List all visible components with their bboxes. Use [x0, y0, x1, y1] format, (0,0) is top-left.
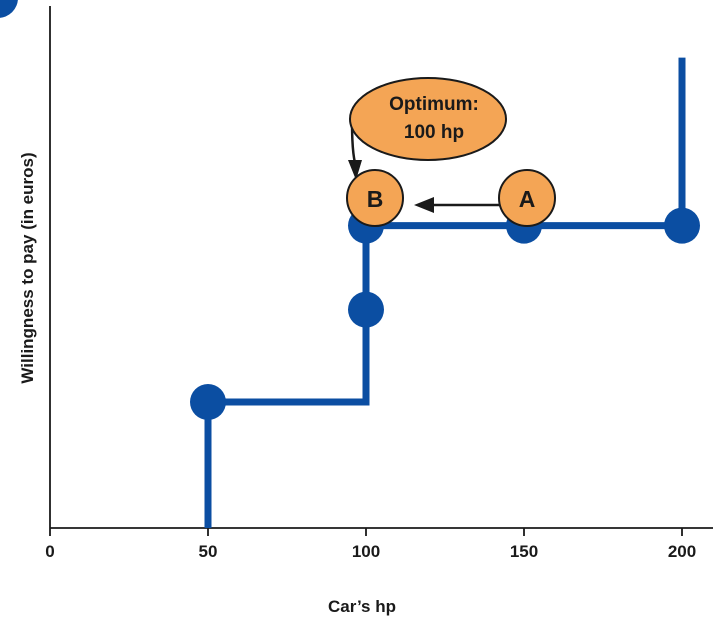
- data-markers: [190, 207, 700, 420]
- arrow-a-to-b-head: [414, 197, 434, 213]
- point-b-shape: [346, 169, 404, 227]
- x-tick-label: 150: [510, 542, 538, 561]
- x-axis-label: Car’s hp: [328, 597, 396, 616]
- optimum-line2: 100 hp: [404, 122, 464, 143]
- point-a-bubble: A: [498, 169, 556, 227]
- point-b-bubble: B: [346, 169, 404, 227]
- corner-badge: [0, 0, 18, 18]
- point-b-label: B: [367, 186, 384, 212]
- data-point-marker: [348, 291, 384, 328]
- optimum-bubble: Optimum: 100 hp: [349, 77, 507, 161]
- x-ticks: 0 50 100 150 200: [45, 528, 696, 561]
- optimum-line1: Optimum:: [389, 94, 479, 115]
- x-tick-label: 50: [199, 542, 218, 561]
- point-a-label: A: [519, 186, 536, 212]
- x-tick-label: 0: [45, 542, 54, 561]
- y-axis-label: Willingness to pay (in euros): [18, 152, 37, 383]
- x-tick-label: 100: [352, 542, 380, 561]
- point-a-shape: [498, 169, 556, 227]
- arrow-optimum-to-b-head: [348, 160, 362, 180]
- data-point-marker: [190, 384, 226, 420]
- x-tick-label: 200: [668, 542, 696, 561]
- optimum-bubble-shape: [349, 77, 507, 161]
- data-point-marker: [664, 207, 700, 244]
